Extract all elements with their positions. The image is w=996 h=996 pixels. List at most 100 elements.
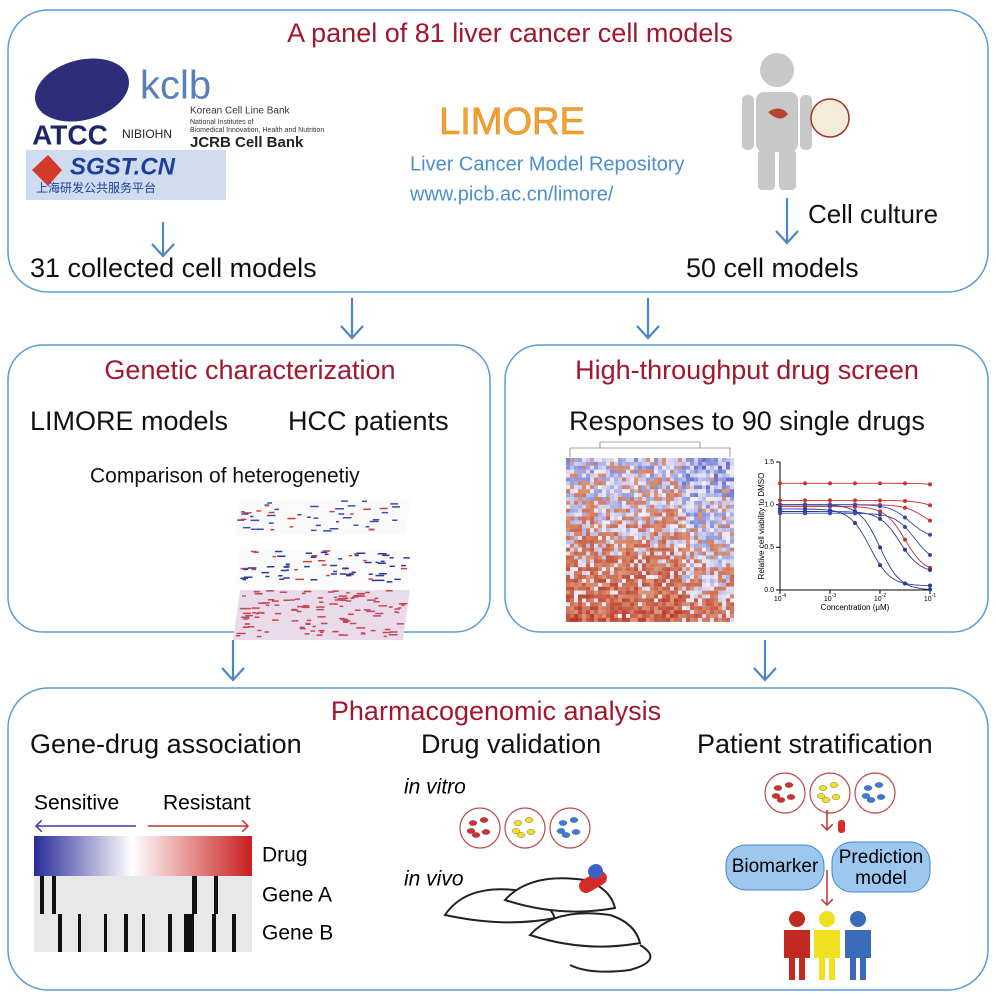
heat-cell [646,516,651,521]
heat-cell [590,582,595,587]
heat-cell [698,524,703,529]
mutation [379,507,388,510]
heat-cell [598,539,603,544]
mutation [241,513,249,515]
heat-cell [710,614,715,618]
mutation [360,593,365,595]
heat-cell [646,590,651,595]
heat-cell [714,582,719,587]
heat-cell [630,497,635,501]
heat-cell [618,461,623,466]
heat-cell [726,539,731,544]
heat-cell [690,547,695,552]
heat-cell [726,465,731,470]
heat-cell [614,512,619,517]
heat-cell [682,539,687,544]
heat-cell [682,516,687,521]
heat-cell [710,500,715,505]
heat-cell [566,524,571,529]
mutation [321,564,327,566]
heat-cell [662,512,667,517]
heat-cell [594,516,599,521]
heat-cell [642,539,647,544]
heat-cell [726,532,731,537]
heat-cell [622,606,627,611]
heat-cell [630,504,635,509]
heat-cell [666,500,671,505]
heat-cell [614,555,619,560]
heat-cell [694,528,699,533]
heat-cell [586,477,591,482]
prediction-label: Prediction [839,847,924,868]
heat-cell [722,473,727,478]
dose-point [853,511,857,516]
heat-cell [678,555,683,560]
heat-cell [578,539,583,544]
heat-cell [566,481,571,486]
heat-cell [650,610,655,615]
heat-cell [598,586,603,591]
heat-cell [710,493,715,498]
heat-cell [570,617,575,622]
heat-cell [698,520,703,525]
heat-cell [602,614,607,618]
heat-cell [642,473,647,478]
heat-cell [630,524,635,529]
heat-cell [674,465,679,470]
heat-cell [650,516,655,521]
heat-cell [662,532,667,537]
heat-cell [678,508,683,513]
heat-cell [614,594,619,599]
heat-cell [606,559,611,564]
heat-cell [682,493,687,498]
heat-cell [654,567,659,572]
heat-cell [710,539,715,544]
heat-cell [710,469,715,474]
heat-cell [594,489,599,494]
mutation [329,603,338,605]
heat-cell [642,614,647,618]
heat-cell [714,575,719,579]
heat-cell [678,610,683,615]
heat-cell [570,606,575,611]
heat-cell [730,567,735,572]
mutation [249,515,254,518]
heat-cell [658,578,663,583]
heat-cell [646,598,651,603]
heat-cell [726,524,731,529]
heat-cell [578,606,583,611]
heat-cell [630,563,635,568]
heat-cell [634,458,639,462]
heat-cell [678,528,683,533]
heat-cell [598,493,603,498]
heat-cell [718,578,723,583]
heat-cell [662,567,667,572]
heat-cell [690,504,695,509]
heat-cell [670,547,675,552]
heat-cell [578,617,583,622]
heat-cell [586,528,591,533]
heat-cell [690,602,695,607]
heat-cell [642,590,647,595]
heat-cell [662,481,667,486]
heat-cell [670,532,675,537]
heat-cell [698,559,703,564]
heat-cell [602,547,607,552]
heat-cell [630,567,635,572]
heat-cell [722,606,727,611]
heat-cell [666,528,671,533]
heat-cell [706,465,711,470]
heat-cell [602,555,607,560]
heat-cell [606,516,611,521]
heat-cell [638,590,643,595]
heat-cell [662,610,667,615]
heat-cell [702,559,707,564]
heat-cell [622,536,627,540]
heat-cell [710,543,715,548]
heat-cell [646,602,651,607]
mutation [361,500,368,503]
heat-cell [718,555,723,560]
dose-plot: 0.00.51.01.510-4 10-3 10-2 10-1 [764,459,936,603]
dose-point [828,511,832,516]
heat-cell [678,504,683,509]
